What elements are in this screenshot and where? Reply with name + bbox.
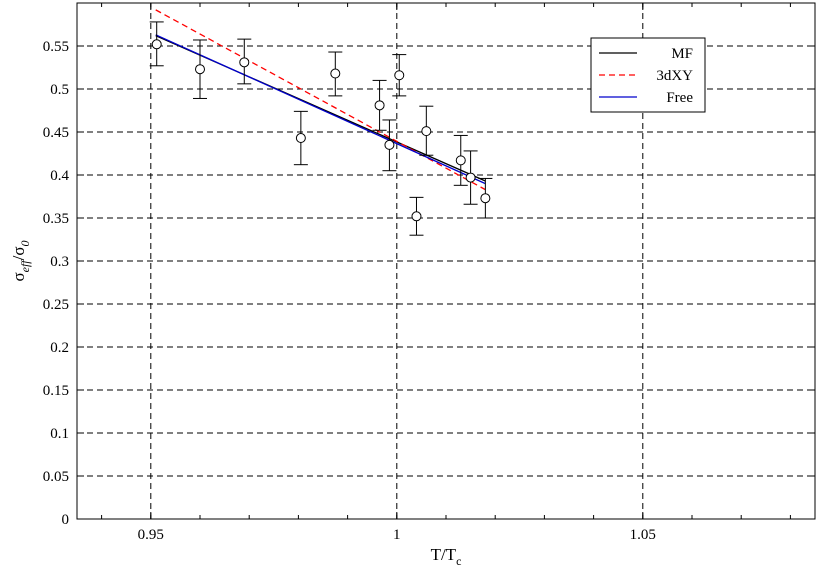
fit-line-free: [155, 34, 486, 185]
y-tick-label: 0.55: [43, 39, 69, 55]
legend-label-free: Free: [666, 90, 693, 106]
y-tick-label: 0.2: [50, 340, 69, 356]
x-axis-title-subscript: c: [456, 554, 461, 568]
y-tick-label: 0: [62, 512, 70, 528]
data-point: [421, 126, 432, 137]
data-point: [151, 39, 162, 50]
fit-line-3dxy: [155, 9, 486, 191]
data-point: [384, 139, 395, 150]
data-point: [394, 70, 405, 81]
x-axis-title: T/Tc: [431, 545, 462, 568]
x-tick-label: 0.95: [138, 527, 164, 543]
data-point: [411, 211, 422, 222]
y-tick-label: 0.3: [50, 254, 69, 270]
y-axis-title: σeff/σ0: [9, 240, 32, 281]
y-tick-label: 0.4: [50, 168, 69, 184]
legend-box: [590, 37, 706, 113]
y-tick-label: 0.05: [43, 469, 69, 485]
y-axis-ticks: 0 0.05 0.1 0.15 0.2 0.25 0.3 0.35 0.4 0.45 0.5 0.55: [43, 39, 815, 528]
y-axis-title-slash: /σ: [9, 246, 28, 260]
y-axis-title-subscript: eff: [18, 259, 32, 273]
data-points: [149, 21, 493, 236]
plot-frame: [76, 2, 816, 520]
legend: MF 3dXY Free: [590, 37, 706, 113]
x-axis-title-main: T/T: [431, 545, 457, 564]
x-axis-ticks: 0.95 1 1.05: [101, 3, 791, 543]
data-point: [195, 64, 205, 75]
legend-label-3dxy: 3dXY: [656, 68, 693, 84]
data-point: [480, 193, 491, 204]
y-tick-label: 0.15: [43, 383, 69, 399]
y-tick-label: 0.25: [43, 297, 69, 313]
x-tick-label: 1.05: [630, 527, 656, 543]
data-point: [455, 155, 466, 166]
legend-label-mf: MF: [671, 46, 693, 62]
data-point: [374, 100, 385, 111]
data-point: [330, 68, 341, 79]
y-axis-title-subscript-2: 0: [18, 240, 32, 246]
data-point: [295, 133, 306, 144]
y-tick-label: 0.35: [43, 211, 69, 227]
fit-lines: [155, 9, 486, 191]
y-tick-label: 0.1: [50, 426, 69, 442]
y-tick-label: 0.5: [50, 82, 69, 98]
x-tick-label: 1: [393, 527, 401, 543]
y-tick-label: 0.45: [43, 125, 69, 141]
y-axis-title-main: σ: [9, 272, 28, 281]
data-point: [465, 172, 476, 183]
data-point: [239, 57, 250, 68]
